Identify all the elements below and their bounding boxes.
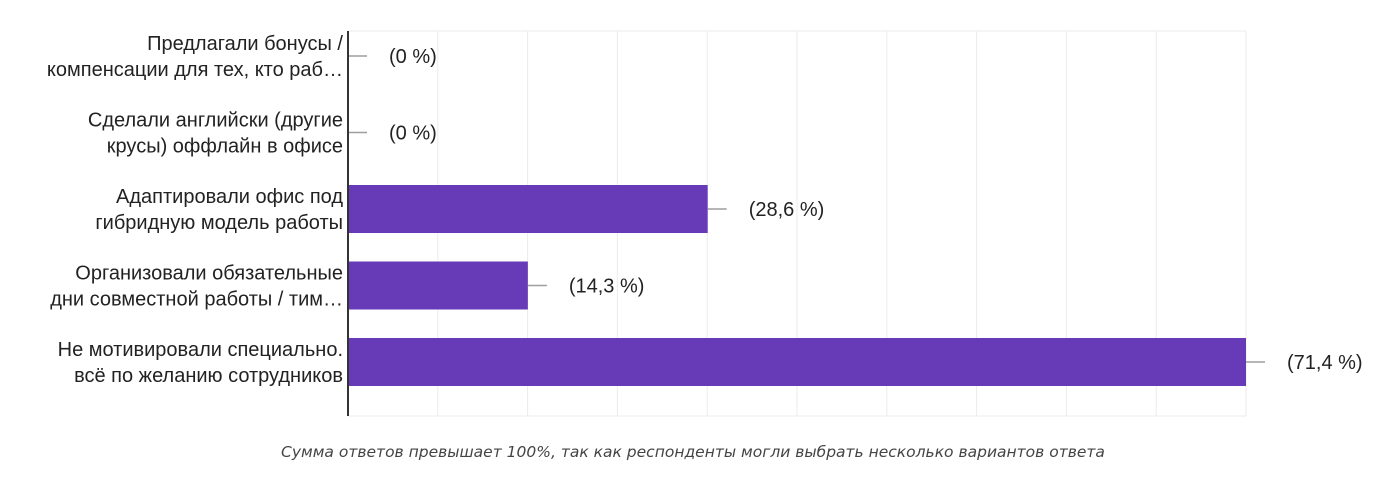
value-label: (28,6 %)	[749, 199, 825, 221]
category-label-line: Адаптировали офис под	[116, 186, 343, 208]
category-label-line: крусы) оффлайн в офисе	[107, 136, 343, 158]
category-label-line: Предлагали бонусы /	[147, 33, 343, 55]
category-label-line: Не мотивировали специально.	[58, 339, 343, 361]
bar	[348, 185, 708, 233]
category-label: Сделали английски (другие крусы) оффлайн …	[88, 110, 343, 158]
category-label: Адаптировали офис под гибридную модель ра…	[95, 186, 343, 234]
value-label: (71,4 %)	[1287, 352, 1363, 374]
category-label-line: Сделали английски (другие	[88, 110, 343, 132]
category-label: Предлагали бонусы / компенсации для тех, …	[47, 33, 344, 81]
bar	[348, 338, 1246, 386]
chart-footnote: Сумма ответов превышает 100%, так как ре…	[281, 443, 1105, 461]
value-labels: (0 %) (0 %) (28,6 %) (14,3 %) (71,4 %)	[348, 46, 1363, 374]
category-labels: Предлагали бонусы / компенсации для тех, …	[47, 33, 344, 387]
value-label: (0 %)	[389, 123, 437, 145]
category-label-line: всё по желанию сотрудников	[74, 365, 343, 387]
bars	[348, 185, 1246, 386]
category-label: Не мотивировали специально. всё по желани…	[58, 339, 343, 387]
value-label: (14,3 %)	[569, 276, 645, 298]
category-label-line: гибридную модель работы	[95, 212, 343, 234]
category-label: Организовали обязательные дни совместной …	[50, 263, 343, 311]
value-label: (0 %)	[389, 46, 437, 68]
category-label-line: компенсации для тех, кто раб…	[47, 59, 343, 81]
bar	[348, 261, 528, 310]
category-label-line: дни совместной работы / тим…	[50, 289, 343, 311]
category-label-line: Организовали обязательные	[75, 263, 343, 285]
